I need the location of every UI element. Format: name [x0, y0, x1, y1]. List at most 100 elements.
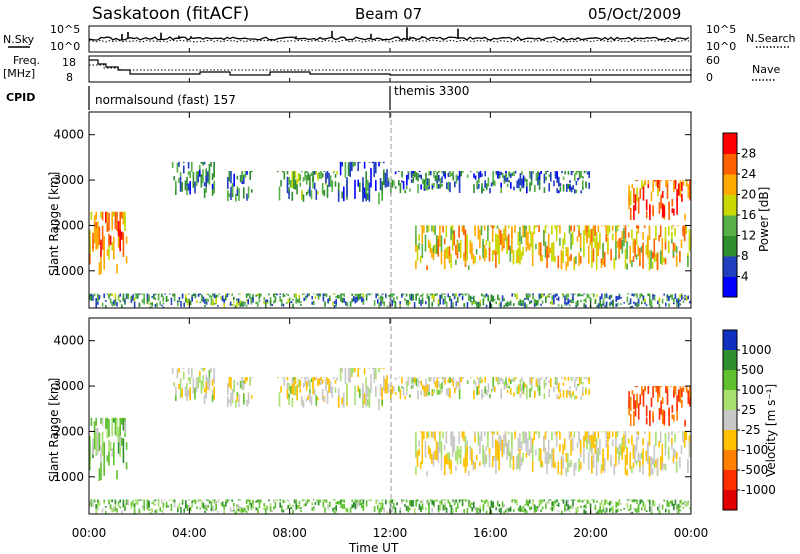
range-cell [570, 233, 572, 250]
range-cell [464, 463, 467, 471]
range-cell [291, 171, 294, 185]
range-cell [438, 184, 440, 189]
range-cell [359, 502, 361, 505]
range-cell [442, 432, 444, 439]
range-cell [531, 238, 534, 255]
range-cell [546, 295, 549, 298]
range-cell [252, 294, 254, 298]
range-cell [546, 455, 548, 475]
range-cell [431, 454, 433, 464]
range-cell [551, 506, 553, 512]
range-cell [521, 509, 523, 512]
range-cell [426, 225, 428, 233]
range-cell [620, 296, 622, 299]
range-cell [410, 377, 413, 382]
range-cell [681, 500, 683, 506]
range-cell [464, 257, 467, 265]
range-cell [637, 431, 640, 435]
range-cell [193, 293, 195, 295]
range-cell [401, 180, 403, 183]
velocity-colorbar-label: -25 [741, 423, 761, 437]
range-cell [506, 177, 509, 182]
range-cell [682, 225, 684, 232]
power-y-title: Slant Range [km] [47, 172, 61, 276]
range-cell [633, 499, 635, 501]
range-cell [460, 293, 462, 295]
range-cell [517, 507, 520, 512]
velocity-colorbar-segment [723, 330, 737, 351]
range-cell [492, 377, 494, 387]
range-cell [437, 505, 440, 511]
range-cell [616, 447, 619, 454]
range-cell [405, 499, 408, 503]
range-cell [642, 392, 645, 407]
range-cell [478, 384, 480, 389]
range-cell [97, 221, 99, 249]
range-cell [679, 303, 681, 306]
range-cell [540, 171, 542, 174]
range-cell [628, 185, 630, 203]
range-cell [576, 236, 579, 242]
range-cell [557, 502, 560, 507]
range-cell [684, 500, 686, 503]
range-cell [466, 507, 469, 514]
range-cell [632, 240, 635, 253]
range-cell [517, 256, 520, 263]
range-cell [639, 499, 641, 505]
range-cell [207, 377, 209, 388]
range-cell [687, 296, 689, 300]
range-cell [447, 452, 449, 458]
range-cell [495, 234, 497, 252]
range-cell [227, 177, 229, 189]
range-cell [595, 445, 598, 458]
nave-label: Nave [752, 63, 780, 76]
range-cell [314, 502, 317, 505]
range-cell [649, 300, 651, 306]
range-cell [362, 301, 365, 305]
range-cell [428, 171, 430, 176]
range-cell [681, 181, 683, 192]
range-cell [431, 507, 433, 513]
range-cell [631, 511, 633, 514]
range-cell [483, 431, 486, 437]
range-cell [192, 171, 195, 188]
range-cell [673, 414, 675, 422]
range-cell [644, 507, 646, 511]
range-cell [631, 229, 633, 240]
range-cell [634, 302, 637, 306]
range-cell [647, 293, 649, 296]
range-cell [567, 247, 569, 267]
range-cell [441, 390, 443, 393]
range-cell [519, 248, 521, 265]
range-cell [196, 506, 198, 509]
range-cell [563, 438, 566, 450]
range-cell [437, 299, 440, 305]
range-cell [583, 229, 585, 242]
range-cell [202, 169, 204, 183]
range-cell [535, 300, 537, 307]
range-cell [285, 499, 288, 501]
range-cell [565, 302, 568, 306]
power-colorbar-segment [723, 256, 737, 277]
range-cell [329, 381, 332, 393]
range-cell [378, 508, 381, 514]
range-cell [511, 499, 513, 503]
range-cell [365, 500, 368, 507]
range-cell [571, 231, 574, 246]
range-cell [589, 235, 592, 246]
power-colorbar-label: 28 [741, 147, 756, 161]
range-cell [363, 393, 366, 405]
range-cell [369, 293, 371, 296]
range-cell [629, 245, 632, 264]
range-cell [431, 185, 434, 189]
range-cell [252, 502, 254, 509]
range-cell [616, 225, 619, 232]
range-cell [538, 293, 541, 299]
range-cell [373, 161, 375, 178]
range-cell [320, 377, 322, 385]
range-cell [476, 171, 478, 173]
range-cell [450, 172, 453, 177]
range-cell [677, 503, 680, 510]
range-cell [631, 466, 633, 474]
